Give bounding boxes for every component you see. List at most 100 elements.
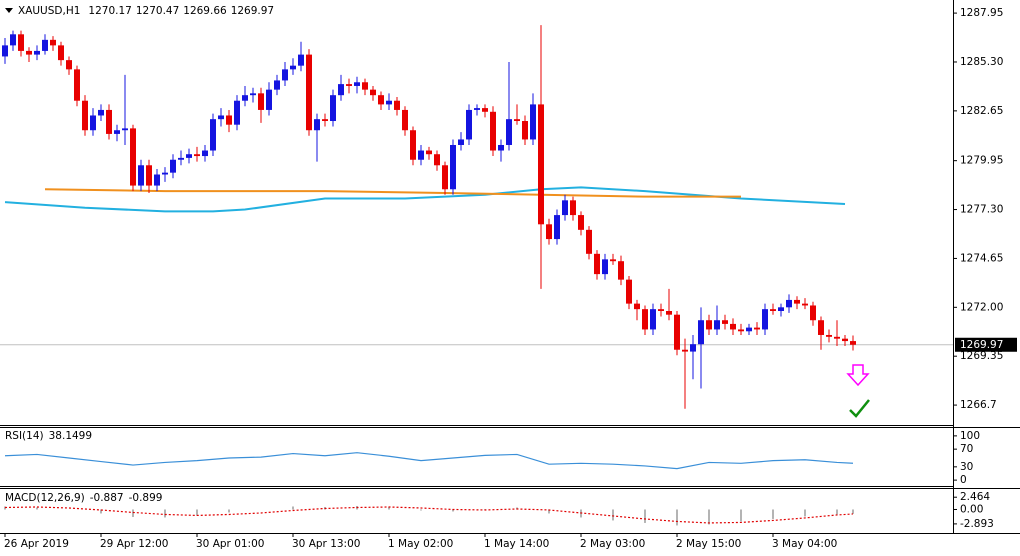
y-tick-label: 70: [960, 443, 973, 455]
y-tick-label: 0: [960, 474, 967, 486]
x-tick-label: 1 May 14:00: [484, 538, 549, 550]
candle-body: [562, 200, 568, 216]
candle-body: [58, 45, 64, 61]
candle-body: [642, 309, 648, 330]
candle-body: [690, 344, 696, 352]
candle-body: [242, 95, 248, 101]
candle-body: [226, 115, 232, 125]
y-tick-label: 1285.30: [960, 56, 1003, 68]
candle-body: [322, 119, 328, 122]
rsi-line: [4, 452, 854, 470]
current-price-label: 1269.97: [960, 339, 1003, 351]
candle-body: [682, 349, 688, 352]
candle-body: [346, 84, 352, 86]
x-tick-label: 2 May 03:00: [580, 538, 645, 550]
y-tick-label: 1272.00: [960, 301, 1003, 313]
macd-histogram-bar: [772, 509, 774, 519]
macd-histogram-bar: [228, 509, 230, 513]
macd-main-value: -0.887: [90, 492, 124, 504]
candle-body: [18, 34, 24, 51]
candle-body: [338, 84, 344, 96]
macd-signal-value: -0.899: [129, 492, 163, 504]
candle-body: [450, 144, 456, 190]
candle-body: [162, 172, 168, 175]
candle-body: [538, 104, 544, 225]
chart-header: XAUUSD,H1 1270.17 1270.47 1269.66 1269.97: [18, 5, 274, 17]
candle-body: [554, 215, 560, 240]
y-tick-label: 1279.95: [960, 155, 1003, 167]
candle-body: [234, 100, 240, 125]
macd-histogram-bar: [420, 509, 422, 511]
candle-body: [610, 259, 616, 262]
macd-histogram-bar: [740, 509, 742, 522]
candle-body: [178, 157, 184, 160]
candle-body: [354, 82, 360, 86]
rsi-value: 38.1499: [49, 430, 92, 442]
macd-histogram-bar: [644, 509, 646, 523]
candle-body: [274, 80, 280, 90]
candle-body: [314, 119, 320, 131]
candle-body: [634, 303, 640, 310]
macd-histogram-bar: [836, 509, 838, 515]
candle-body: [90, 115, 96, 131]
sell-arrow-icon: [846, 364, 870, 387]
candle-body: [34, 50, 40, 55]
candle-body: [818, 320, 824, 335]
candle-body: [578, 215, 584, 230]
candle-body: [714, 320, 720, 330]
candle-body: [778, 307, 784, 312]
candle-body: [474, 108, 480, 110]
rsi-name: RSI(14): [5, 430, 44, 442]
macd-histogram-bar: [164, 509, 166, 518]
candle-body: [738, 329, 744, 332]
candle-body: [370, 89, 376, 96]
macd-histogram-bar: [852, 509, 854, 514]
candle-body: [786, 299, 792, 308]
candle-body: [50, 39, 56, 46]
high: 1270.47: [136, 5, 179, 17]
candle-body: [722, 320, 728, 324]
candle-body: [490, 111, 496, 151]
candle-body: [122, 128, 128, 131]
candle-body: [442, 165, 448, 190]
candle-body: [258, 93, 264, 110]
y-tick-label: -2.893: [960, 518, 994, 530]
candle-body: [506, 119, 512, 145]
candle-body: [658, 309, 664, 312]
candle-body: [698, 320, 704, 345]
close: 1269.97: [231, 5, 274, 17]
candle-body: [842, 338, 848, 342]
macd-header: MACD(12,26,9) -0.887 -0.899: [5, 492, 162, 504]
low: 1269.66: [183, 5, 227, 17]
candle-body: [138, 165, 144, 186]
candle-body: [290, 65, 296, 70]
x-tick-label: 29 Apr 12:00: [100, 538, 168, 550]
candle-body: [106, 109, 112, 134]
symbol: XAUUSD,H1: [18, 5, 80, 17]
y-tick-label: 1287.95: [960, 7, 1003, 19]
candle-body: [434, 154, 440, 166]
x-tick-label: 3 May 04:00: [772, 538, 837, 550]
candle-body: [402, 109, 408, 131]
candle-body: [394, 100, 400, 110]
y-tick-label: 0.00: [960, 503, 983, 515]
macd-histogram-bar: [196, 509, 198, 516]
candle-body: [26, 50, 32, 55]
candle-body: [186, 154, 192, 158]
candle-body: [202, 150, 208, 157]
check-icon: [849, 399, 870, 418]
candle-body: [306, 54, 312, 131]
y-tick-label: 2.464: [960, 491, 990, 503]
candle-body: [98, 109, 104, 116]
candle-body: [850, 341, 856, 345]
menu-triangle: [5, 8, 13, 13]
candle-body: [730, 323, 736, 330]
candle-body: [154, 174, 160, 186]
candle-body: [530, 104, 536, 140]
macd-histogram-bar: [132, 509, 134, 517]
candle-body: [170, 159, 176, 173]
candle-body: [218, 115, 224, 120]
candle-body: [10, 34, 16, 46]
